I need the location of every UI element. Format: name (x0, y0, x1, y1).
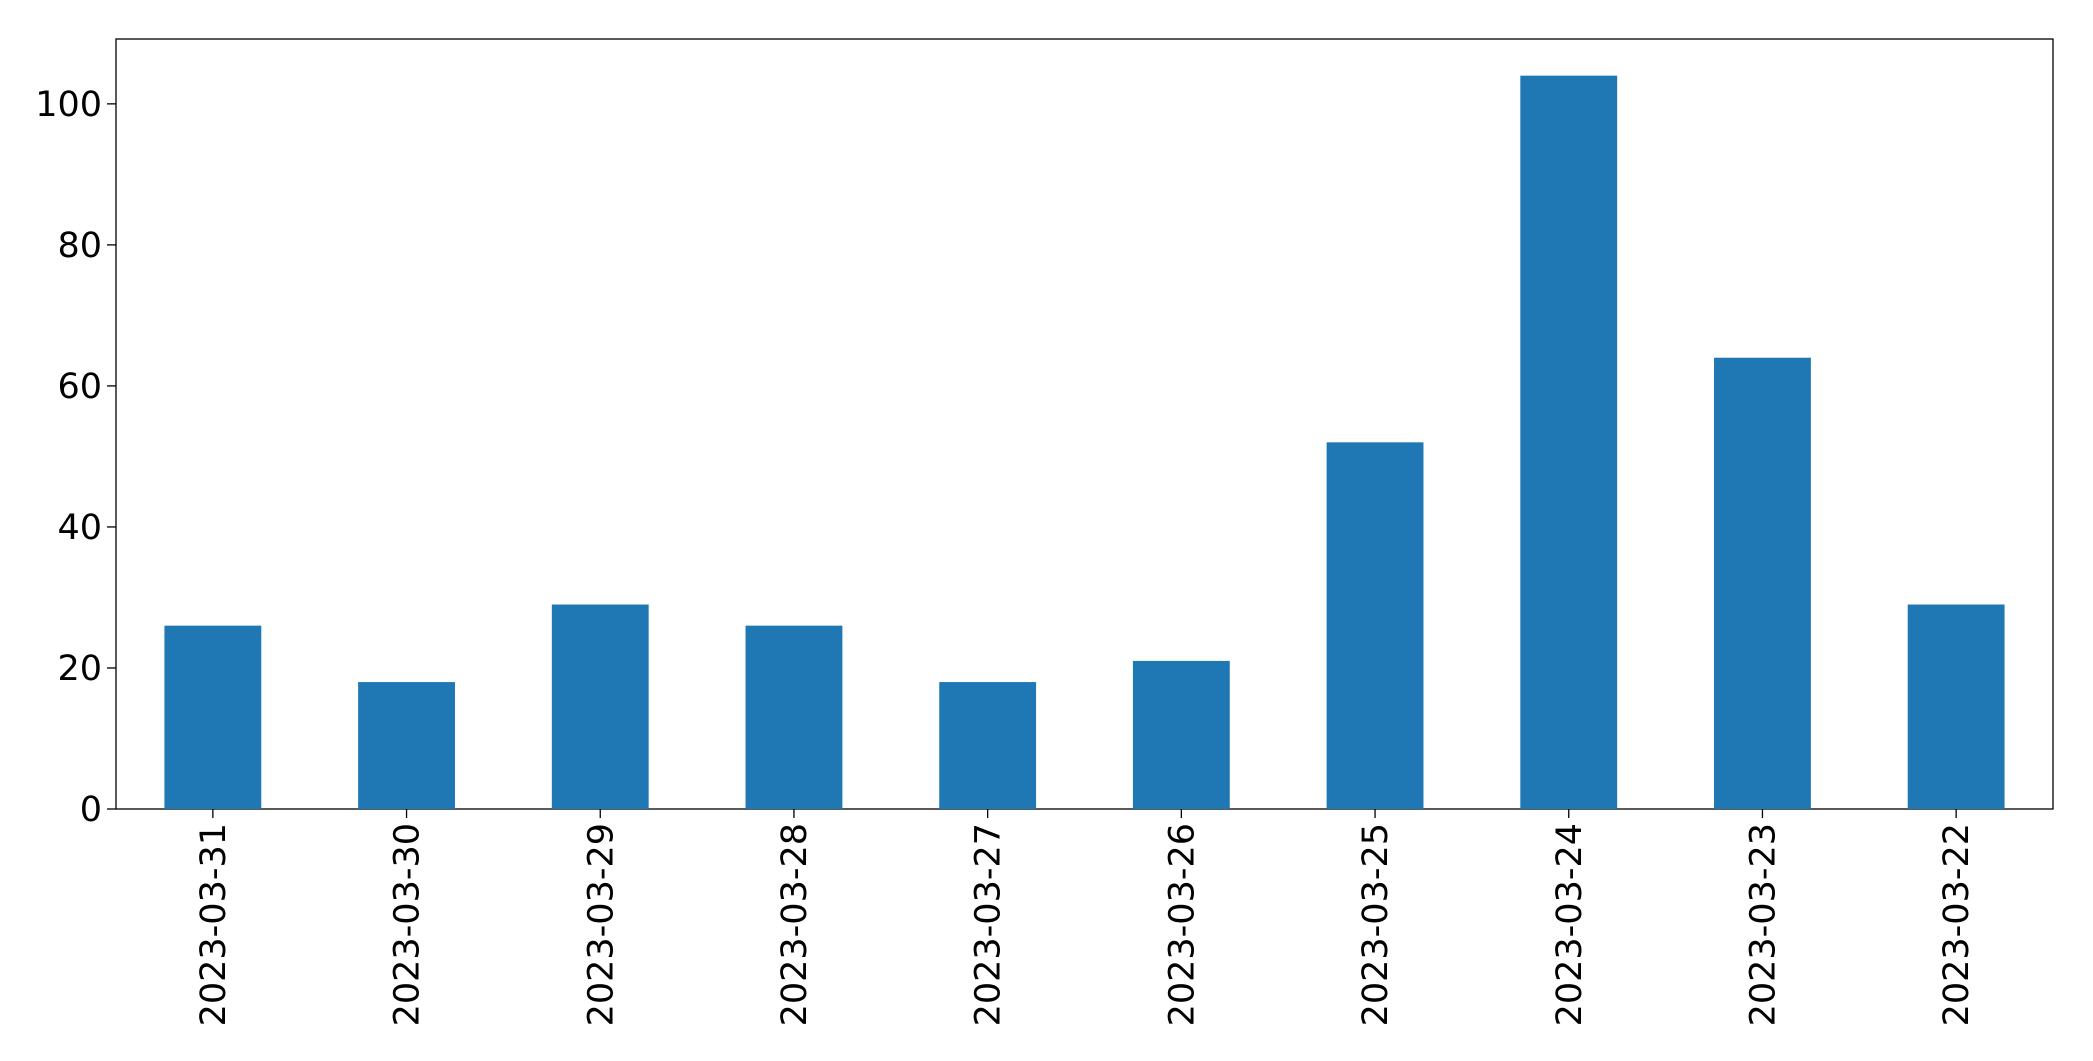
y-tick-label: 0 (80, 790, 102, 830)
bar (1326, 442, 1424, 809)
bar (1907, 604, 2005, 809)
y-tick-label: 60 (57, 367, 102, 407)
bar (358, 682, 455, 809)
x-tick-label: 2023-03-29 (581, 823, 621, 1026)
bar (1132, 660, 1230, 809)
axes-frame (115, 38, 2054, 810)
x-tick-label: 2023-03-26 (1162, 823, 1202, 1026)
x-tick-label: 2023-03-25 (1356, 823, 1396, 1026)
x-tick-label: 2023-03-30 (388, 823, 428, 1026)
y-tick-label: 20 (57, 649, 102, 689)
y-tick-label: 80 (57, 226, 102, 266)
y-tick-label: 100 (35, 85, 102, 125)
bar (164, 625, 262, 809)
x-tick-label: 2023-03-31 (194, 823, 234, 1026)
x-tick-label: 2023-03-24 (1550, 823, 1590, 1026)
x-tick-label: 2023-03-22 (1937, 823, 1977, 1026)
x-tick-label: 2023-03-27 (969, 823, 1009, 1026)
bar (745, 625, 843, 809)
bar (1714, 357, 1811, 809)
bar (551, 604, 649, 809)
bar (1520, 75, 1618, 809)
bar (939, 682, 1037, 809)
x-tick-label: 2023-03-28 (775, 823, 815, 1026)
x-tick-label: 2023-03-23 (1743, 823, 1783, 1026)
y-tick-label: 40 (57, 508, 102, 548)
